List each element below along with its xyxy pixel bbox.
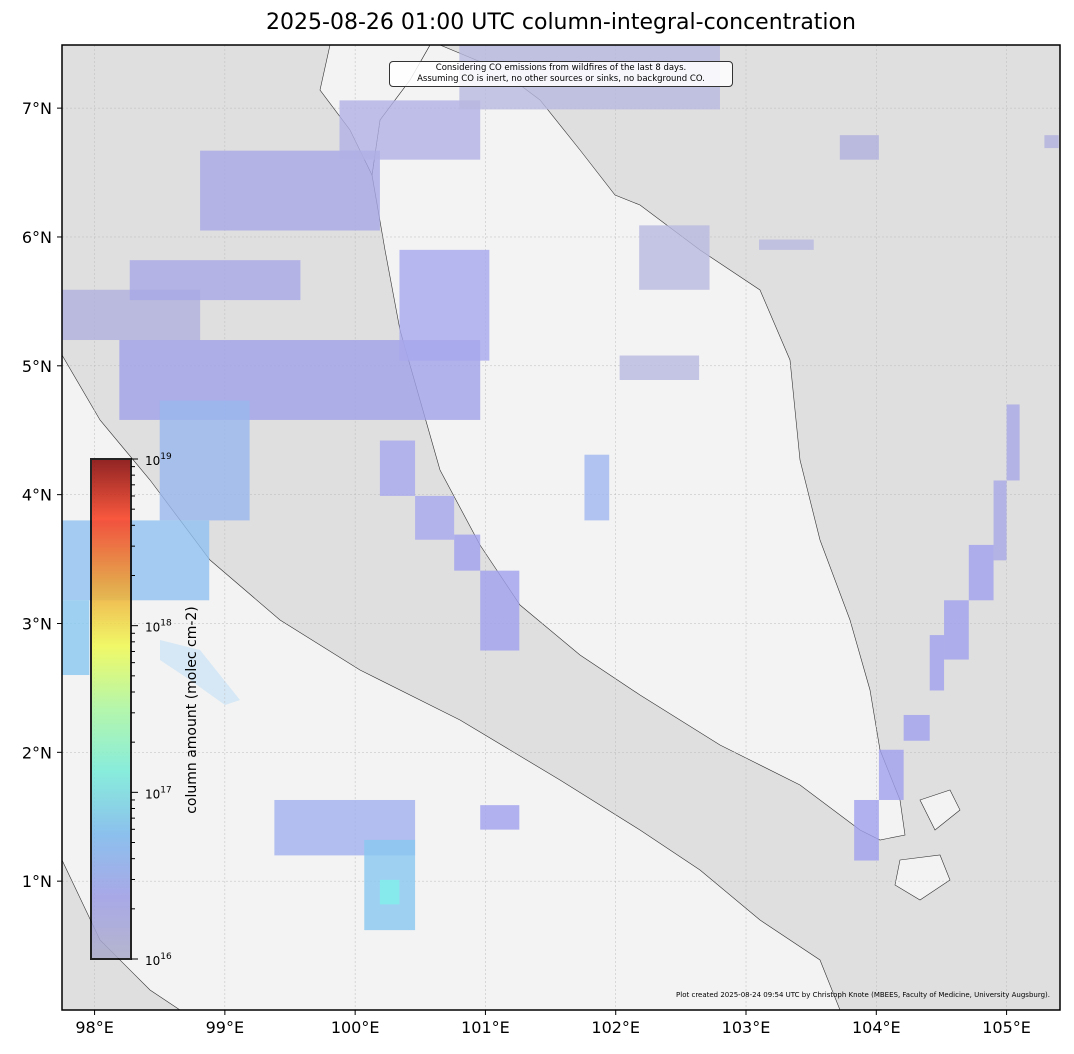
annotation-line-1: Considering CO emissions from wildfires … (435, 63, 687, 73)
lat-tick-label: 2°N (22, 743, 52, 762)
plume-cell (619, 355, 700, 380)
lat-tick-label: 1°N (22, 872, 52, 891)
plume-cell (480, 805, 520, 830)
plume-cell (639, 225, 710, 290)
plume-cell (878, 749, 904, 800)
plume-cell (1044, 135, 1059, 149)
lat-tick-label: 3°N (22, 614, 52, 633)
lat-tick-label: 5°N (22, 357, 52, 376)
tick-exponent: 18 (160, 619, 172, 629)
plume-cell (159, 400, 250, 521)
tick-base: 10 (145, 787, 160, 801)
plume-cell (415, 495, 455, 540)
colorbar-tick-label: 1016 (145, 952, 172, 968)
lon-tick-label: 105°E (982, 1018, 1031, 1037)
plume-cell (454, 534, 481, 571)
colorbar-label: column amount (molec cm-2) (184, 606, 200, 814)
tick-exponent: 16 (160, 952, 172, 962)
lon-tick-label: 98°E (75, 1018, 113, 1037)
plume-cell (968, 544, 994, 601)
plume-cell (944, 600, 969, 660)
plume-cell (1006, 404, 1020, 481)
plume-cell (584, 454, 610, 521)
island-lingga (894, 854, 951, 901)
colorbar-gradient (90, 458, 132, 960)
plume-cell (929, 635, 945, 691)
plume-cell (903, 714, 930, 741)
plume-cell (62, 600, 90, 676)
island-bintan (919, 789, 961, 831)
plume-cell (399, 249, 490, 361)
tick-base: 10 (145, 454, 160, 468)
lon-tick-label: 103°E (722, 1018, 771, 1037)
lat-tick-label: 7°N (22, 99, 52, 118)
annotation-line-2: Assuming CO is inert, no other sources o… (417, 74, 705, 84)
lat-tick-label: 6°N (22, 228, 52, 247)
lon-tick-label: 99°E (206, 1018, 244, 1037)
lat-tick-label: 4°N (22, 486, 52, 505)
lake-toba (160, 640, 240, 705)
plume-cell (62, 520, 210, 601)
plume-cell (759, 239, 814, 250)
tick-base: 10 (145, 621, 160, 635)
annotation-box: Considering CO emissions from wildfires … (389, 61, 733, 87)
plume-cell (480, 570, 520, 651)
tick-exponent: 19 (160, 452, 172, 462)
credit-text: Plot created 2025-08-24 09:54 UTC by Chr… (676, 991, 1050, 999)
plume-cell (379, 440, 416, 496)
plume-cell (839, 135, 879, 160)
map-frame (61, 44, 1061, 1011)
plume-cell (129, 260, 301, 301)
plume-cell (379, 879, 400, 905)
plume-cell (339, 100, 481, 160)
lon-tick-label: 101°E (461, 1018, 510, 1037)
tick-base: 10 (145, 954, 160, 968)
colorbar-tick-label: 1017 (145, 785, 172, 801)
lon-tick-label: 102°E (591, 1018, 640, 1037)
tick-exponent: 17 (160, 785, 171, 795)
map-title: 2025-08-26 01:00 UTC column-integral-con… (266, 10, 856, 35)
colorbar-tick-label: 1019 (145, 452, 172, 468)
lon-tick-label: 100°E (331, 1018, 380, 1037)
colorbar-tick-label: 1018 (145, 619, 172, 635)
plume-cell (993, 480, 1007, 561)
plume-cell (854, 799, 879, 861)
plume-cell (200, 150, 380, 231)
lon-tick-label: 104°E (852, 1018, 901, 1037)
